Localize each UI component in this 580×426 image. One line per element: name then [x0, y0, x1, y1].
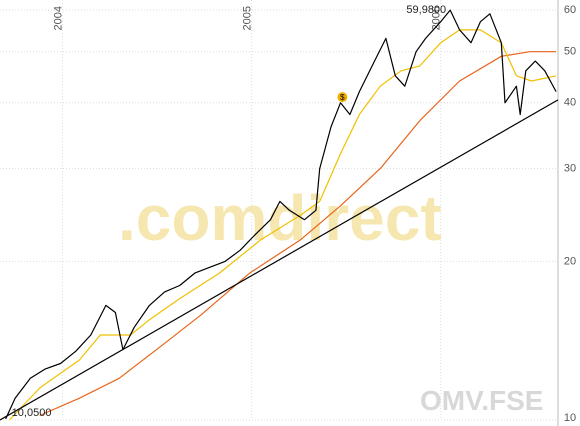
y-tick-label: 20 — [564, 255, 576, 267]
x-tick-label: 2005 — [241, 6, 253, 30]
annotation: 10,0500 — [12, 407, 52, 419]
series-line — [0, 99, 559, 421]
dividend-marker — [337, 92, 348, 103]
watermark: .comdirect — [118, 182, 442, 254]
annotation: $ — [340, 93, 345, 102]
y-tick-label: 50 — [564, 46, 576, 58]
annotation: 59,9800 — [406, 4, 446, 16]
symbol-label: OMV.FSE — [420, 385, 543, 416]
y-tick-label: 60 — [564, 4, 576, 16]
series-line — [39, 51, 557, 417]
x-tick-label: 2004 — [52, 6, 64, 30]
y-tick-label: 40 — [564, 97, 576, 109]
x-tick-label: 2006 — [431, 6, 443, 30]
series-line — [5, 9, 557, 420]
y-tick-label: 30 — [564, 163, 576, 175]
y-tick-label: 10 — [564, 412, 576, 424]
